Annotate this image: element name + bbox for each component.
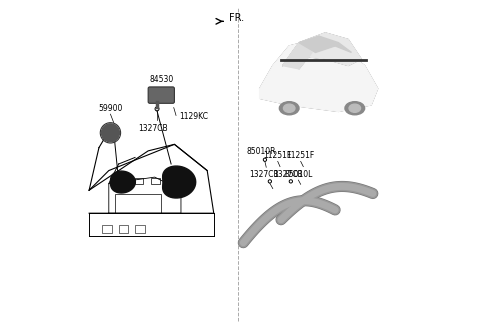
Text: 11251F: 11251F [287, 151, 315, 160]
Ellipse shape [101, 124, 120, 142]
Polygon shape [163, 166, 196, 198]
Bar [135, 178, 143, 184]
Text: 59900: 59900 [98, 104, 122, 113]
Text: 85010L: 85010L [284, 170, 312, 179]
Text: FR.: FR. [228, 13, 244, 23]
FancyBboxPatch shape [148, 87, 174, 103]
Ellipse shape [349, 104, 360, 112]
Text: 84530: 84530 [149, 75, 173, 84]
Ellipse shape [284, 104, 295, 112]
Ellipse shape [279, 102, 299, 115]
Bar [119, 225, 129, 233]
Bar [102, 225, 112, 233]
Polygon shape [110, 171, 135, 193]
Polygon shape [299, 36, 335, 52]
Text: 11251F: 11251F [264, 151, 292, 160]
Polygon shape [260, 39, 378, 112]
Polygon shape [319, 36, 351, 52]
Bar [115, 194, 161, 213]
Text: 1327CB: 1327CB [273, 170, 302, 179]
Bar [152, 178, 160, 184]
Text: 1327CB: 1327CB [249, 170, 279, 179]
Text: 1129KC: 1129KC [180, 112, 208, 121]
Ellipse shape [345, 102, 365, 115]
Text: 85010R: 85010R [247, 147, 276, 156]
Polygon shape [283, 33, 361, 66]
Polygon shape [283, 43, 312, 69]
Text: 1327CB: 1327CB [138, 124, 168, 133]
Bar [168, 178, 176, 184]
Bar [135, 225, 145, 233]
